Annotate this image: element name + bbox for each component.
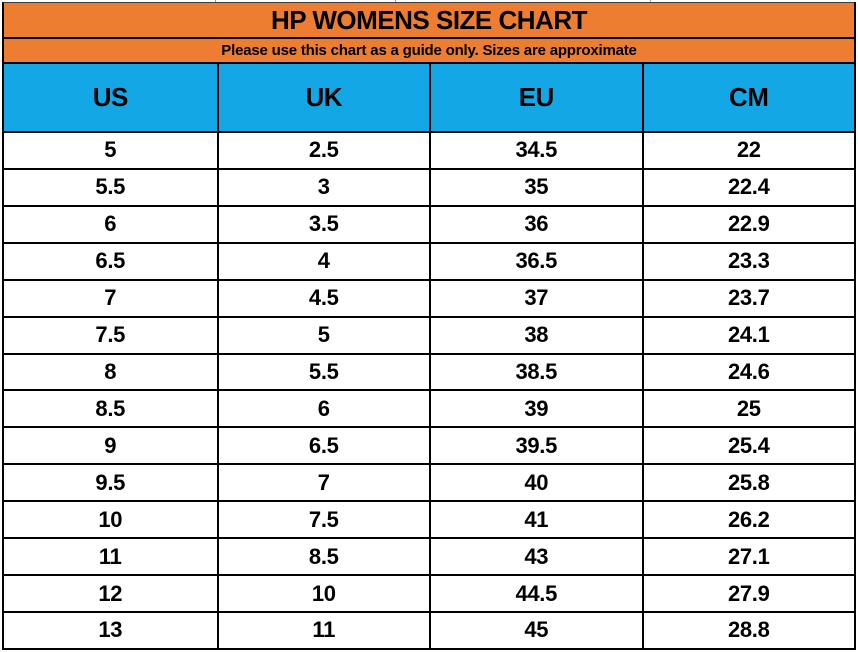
cell-cm: 28.8 [641, 612, 855, 648]
table-row: 5 2.5 34.5 22 [4, 133, 854, 170]
table-row: 6 3.5 36 22.9 [4, 206, 855, 244]
cell-uk: 2.5 [216, 133, 430, 168]
chart-title-row: HP WOMENS SIZE CHART [4, 3, 854, 39]
table-row: 10 7.5 41 26.2 [4, 502, 855, 540]
cell-uk: 3.5 [216, 206, 430, 242]
cell-cm: 24.6 [641, 354, 855, 390]
cell-uk: 6 [216, 391, 430, 427]
cell-uk: 4.5 [216, 280, 430, 316]
table-body: 5 2.5 34.5 22 5.5 3 35 22.4 6 3.5 36 22.… [4, 133, 854, 648]
cell-cm: 26.2 [641, 502, 855, 538]
cell-us: 6 [104, 211, 117, 237]
cell-us: 13 [98, 617, 123, 643]
gridline-tick [650, 0, 651, 3]
cell-cm: 25.4 [641, 428, 855, 464]
cell-us: 10 [98, 506, 123, 532]
cell-us: 6.5 [95, 248, 126, 274]
cell-uk: 5.5 [216, 354, 430, 390]
cell-us: 12 [98, 580, 123, 606]
cell-cm: 24.1 [641, 317, 855, 353]
cell-eu: 34.5 [429, 133, 642, 168]
cell-eu: 41 [429, 502, 642, 538]
table-row: 8.5 6 39 25 [4, 391, 855, 429]
cell-uk: 7.5 [216, 502, 430, 538]
chart-subtitle-row: Please use this chart as a guide only. S… [4, 39, 854, 64]
table-row: 7 4.5 37 23.7 [4, 280, 855, 318]
cell-cm: 22.9 [641, 206, 855, 242]
cell-uk: 4 [216, 243, 430, 279]
cell-cm: 22.4 [641, 169, 855, 205]
table-row: 5.5 3 35 22.4 [4, 169, 855, 207]
table-row: 8 5.5 38.5 24.6 [4, 354, 855, 392]
column-header-cm: CM [641, 64, 855, 131]
cell-cm: 27.9 [641, 576, 855, 611]
cell-us: 5.5 [95, 174, 126, 200]
cell-eu: 43 [429, 539, 642, 575]
cell-cm: 25.8 [641, 465, 855, 501]
cell-eu: 38.5 [429, 354, 642, 390]
chart-title: HP WOMENS SIZE CHART [271, 4, 587, 35]
cell-cm: 23.3 [641, 243, 855, 279]
cell-uk: 11 [216, 612, 430, 648]
table-row: 7.5 5 38 24.1 [4, 317, 855, 355]
gridline-tick [395, 0, 396, 3]
cell-eu: 38 [429, 317, 642, 353]
cell-eu: 35 [429, 169, 642, 205]
cell-eu: 44.5 [429, 576, 642, 611]
cell-us: 7 [104, 285, 117, 311]
cell-us: 7.5 [95, 322, 126, 348]
cell-eu: 39 [429, 391, 642, 427]
cell-uk: 8.5 [216, 539, 430, 575]
cell-eu: 36 [429, 206, 642, 242]
cell-uk: 7 [216, 465, 430, 501]
cell-uk: 6.5 [216, 428, 430, 464]
cell-cm: 22 [641, 133, 855, 168]
gridline-tick [215, 0, 216, 3]
cell-eu: 39.5 [429, 428, 642, 464]
cell-us: 11 [98, 543, 122, 569]
column-header-row: US UK EU CM [4, 64, 854, 133]
cell-us: 5 [104, 137, 117, 163]
cell-eu: 36.5 [429, 243, 642, 279]
cell-cm: 23.7 [641, 280, 855, 316]
cell-cm: 27.1 [641, 539, 855, 575]
column-header-eu: EU [429, 64, 642, 131]
table-row: 12 10 44.5 27.9 [4, 576, 854, 613]
cell-uk: 5 [216, 317, 430, 353]
cell-us: 8.5 [95, 395, 126, 421]
table-row: 6.5 4 36.5 23.3 [4, 243, 855, 281]
column-header-us: US [92, 82, 129, 112]
cell-us: 9.5 [95, 469, 126, 495]
cell-eu: 45 [429, 612, 642, 648]
chart-subtitle: Please use this chart as a guide only. S… [221, 42, 637, 59]
cell-cm: 25 [641, 391, 855, 427]
cell-us: 8 [104, 358, 117, 384]
cell-eu: 40 [429, 465, 642, 501]
table-row: 9.5 7 40 25.8 [4, 465, 855, 503]
table-row: 11 8.5 43 27.1 [4, 539, 855, 577]
cell-eu: 37 [429, 280, 642, 316]
column-header-uk: UK [216, 64, 430, 131]
cell-uk: 3 [216, 169, 430, 205]
table-row: 13 11 45 28.8 [4, 612, 855, 648]
table-row: 9 6.5 39.5 25.4 [4, 428, 855, 466]
cell-us: 9 [104, 432, 117, 458]
cell-uk: 10 [216, 576, 430, 611]
